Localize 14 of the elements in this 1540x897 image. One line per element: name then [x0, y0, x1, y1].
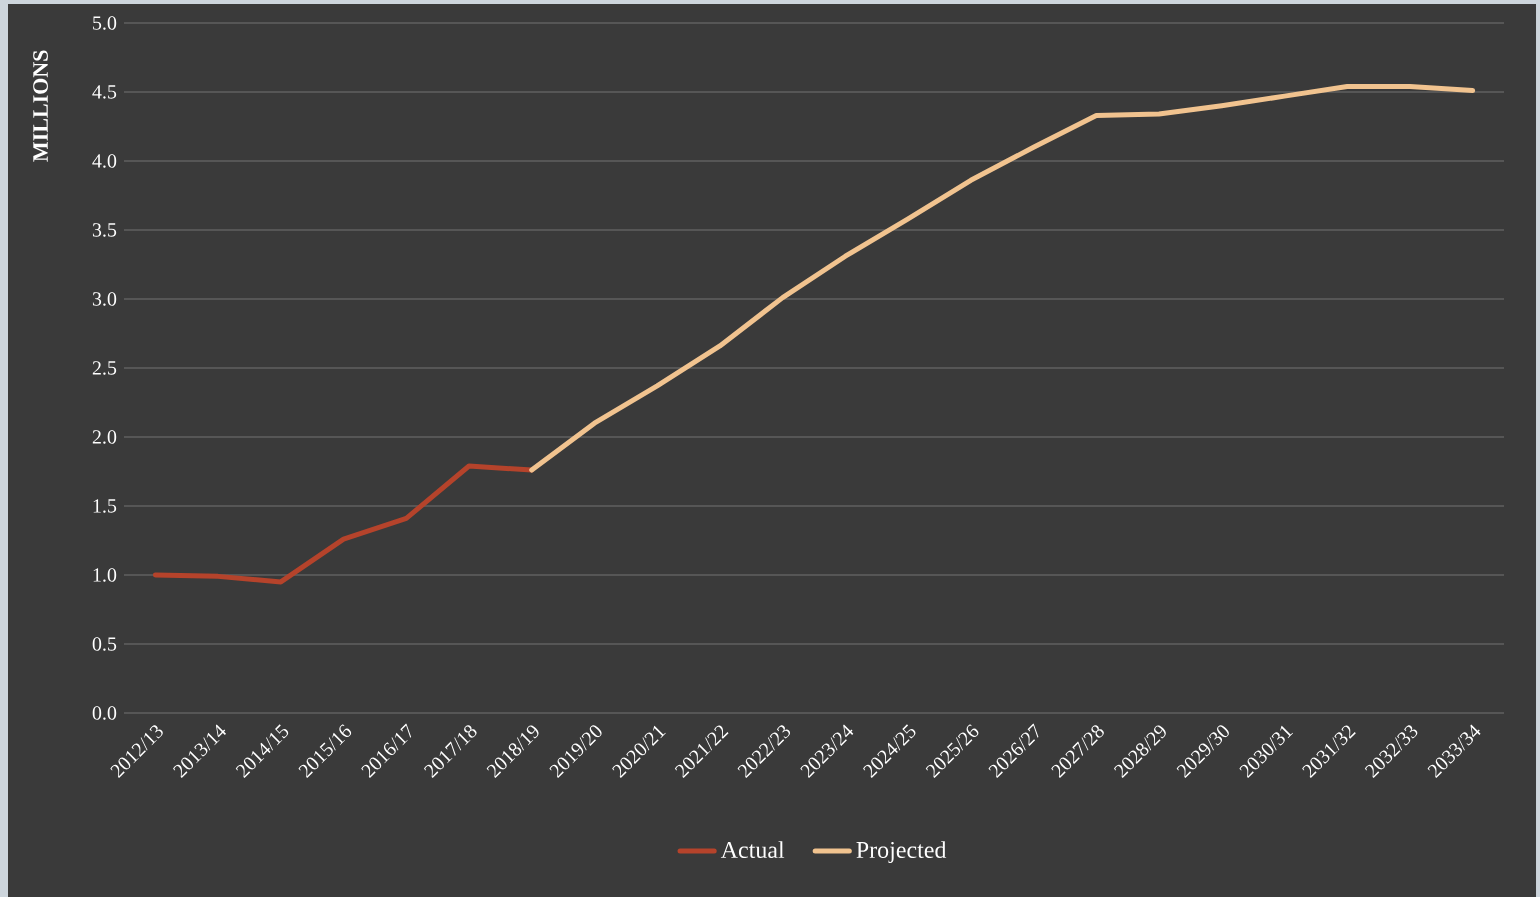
y-tick-label: 4.0: [92, 154, 117, 168]
legend-label: Projected: [856, 841, 947, 863]
y-tick-label: 5.0: [93, 16, 117, 30]
legend-label: Actual: [720, 841, 785, 859]
y-tick-label: 4.5: [92, 85, 117, 99]
y-tick-label: 3.0: [92, 292, 117, 306]
y-tick-label: 2.5: [92, 361, 117, 375]
y-tick-label: 1.0: [93, 568, 117, 582]
y-tick-label: 0.0: [92, 706, 117, 720]
y-tick-label: 1.5: [93, 499, 117, 513]
y-axis-title: MILLIONS: [33, 50, 48, 162]
y-tick-label: 3.5: [92, 223, 117, 237]
y-tick-label: 2.0: [92, 430, 117, 444]
y-tick-label: 0.5: [92, 637, 117, 651]
